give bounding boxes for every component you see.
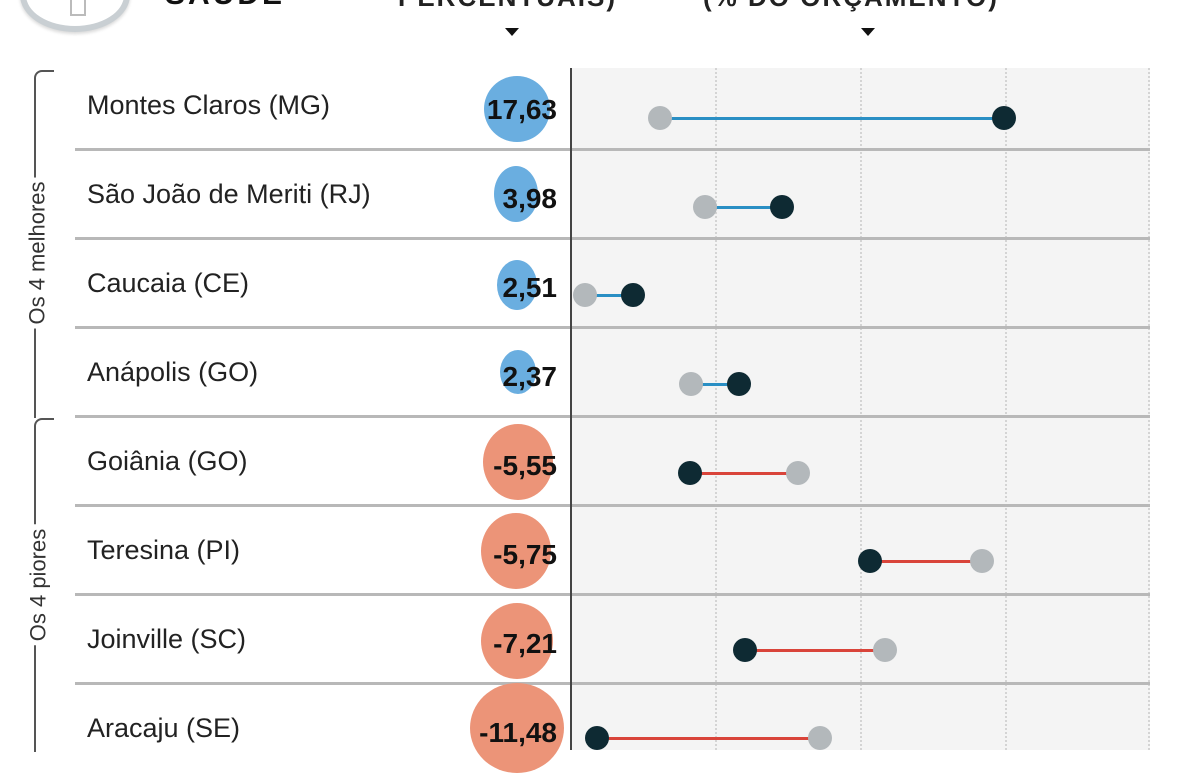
decrease-arrow <box>755 648 885 652</box>
change-bubble <box>481 513 551 589</box>
table-row: Teresina (PI) -5,75 <box>75 513 1150 601</box>
change-value: 17,63 <box>486 94 557 125</box>
city-name: Teresina (PI) <box>87 535 241 565</box>
table-row: Montes Claros (MG) 17,63 <box>75 68 1150 156</box>
after-dot <box>770 195 794 219</box>
row-divider <box>75 593 1150 596</box>
row-divider <box>75 237 1150 240</box>
before-dot <box>970 549 994 573</box>
column-change-pointer-icon <box>505 28 519 36</box>
table-row: Caucaia (CE) 2,51 <box>75 246 1150 334</box>
after-dot <box>621 283 645 307</box>
city-name: Montes Claros (MG) <box>87 90 331 120</box>
gridline <box>860 68 862 750</box>
row-divider <box>75 415 1150 418</box>
after-dot <box>992 106 1016 130</box>
city-name: Caucaia (CE) <box>87 268 250 298</box>
city-name: Anápolis (GO) <box>87 357 259 387</box>
after-dot <box>585 726 609 750</box>
before-dot <box>573 283 597 307</box>
change-value: 3,98 <box>502 183 558 214</box>
change-bubble <box>484 76 550 142</box>
row-divider <box>75 326 1150 329</box>
change-bubble <box>500 350 536 394</box>
after-dot <box>678 461 702 485</box>
increase-arrow <box>585 293 623 297</box>
column-header-budget: (% DO ORÇAMENTO) <box>703 0 999 13</box>
group-label-best: Os 4 melhores <box>24 177 51 329</box>
row-divider <box>75 148 1150 151</box>
increase-arrow <box>705 205 772 209</box>
health-section-icon <box>20 0 130 32</box>
change-value: 2,37 <box>502 361 558 392</box>
city-name: São João de Meriti (RJ) <box>87 179 371 209</box>
gridline <box>715 68 717 750</box>
decrease-arrow <box>700 471 798 475</box>
change-value: -5,55 <box>493 450 557 481</box>
change-value: -5,75 <box>493 539 557 570</box>
increase-arrow <box>691 382 729 386</box>
before-dot <box>808 726 832 750</box>
before-dot <box>648 106 672 130</box>
change-bubble <box>483 424 553 500</box>
after-dot <box>858 549 882 573</box>
row-divider <box>75 682 1150 685</box>
before-dot <box>679 372 703 396</box>
column-budget-pointer-icon <box>861 28 875 36</box>
gridline <box>1148 68 1150 750</box>
city-name: Goiânia (GO) <box>87 446 248 476</box>
increase-arrow <box>660 116 994 120</box>
before-dot <box>873 638 897 662</box>
change-bubble <box>494 166 538 222</box>
section-title: SAÚDE <box>165 0 285 12</box>
after-dot <box>733 638 757 662</box>
table-row: Anápolis (GO) 2,37 <box>75 335 1150 423</box>
change-bubble <box>481 603 553 679</box>
city-name: Aracaju (SE) <box>87 713 241 743</box>
before-dot <box>693 195 717 219</box>
change-bubble <box>497 260 537 310</box>
city-name: Joinville (SC) <box>87 624 247 654</box>
decrease-arrow <box>880 559 982 563</box>
after-dot <box>727 372 751 396</box>
y-axis-line <box>570 68 572 750</box>
table-row: São João de Meriti (RJ) 3,98 <box>75 157 1150 245</box>
table-row: Goiânia (GO) -5,55 <box>75 424 1150 512</box>
before-dot <box>786 461 810 485</box>
decrease-arrow <box>607 736 820 740</box>
change-value: -11,48 <box>479 717 557 748</box>
column-header-change: PERCENTUAIS) <box>398 0 617 13</box>
change-value: 2,51 <box>502 272 558 303</box>
group-label-worst: Os 4 piores <box>25 524 52 646</box>
gridline <box>1005 68 1007 750</box>
table-row: Joinville (SC) -7,21 <box>75 602 1150 690</box>
change-value: -7,21 <box>493 628 557 659</box>
table-row: Aracaju (SE) -11,48 <box>75 691 1150 779</box>
row-divider <box>75 504 1150 507</box>
